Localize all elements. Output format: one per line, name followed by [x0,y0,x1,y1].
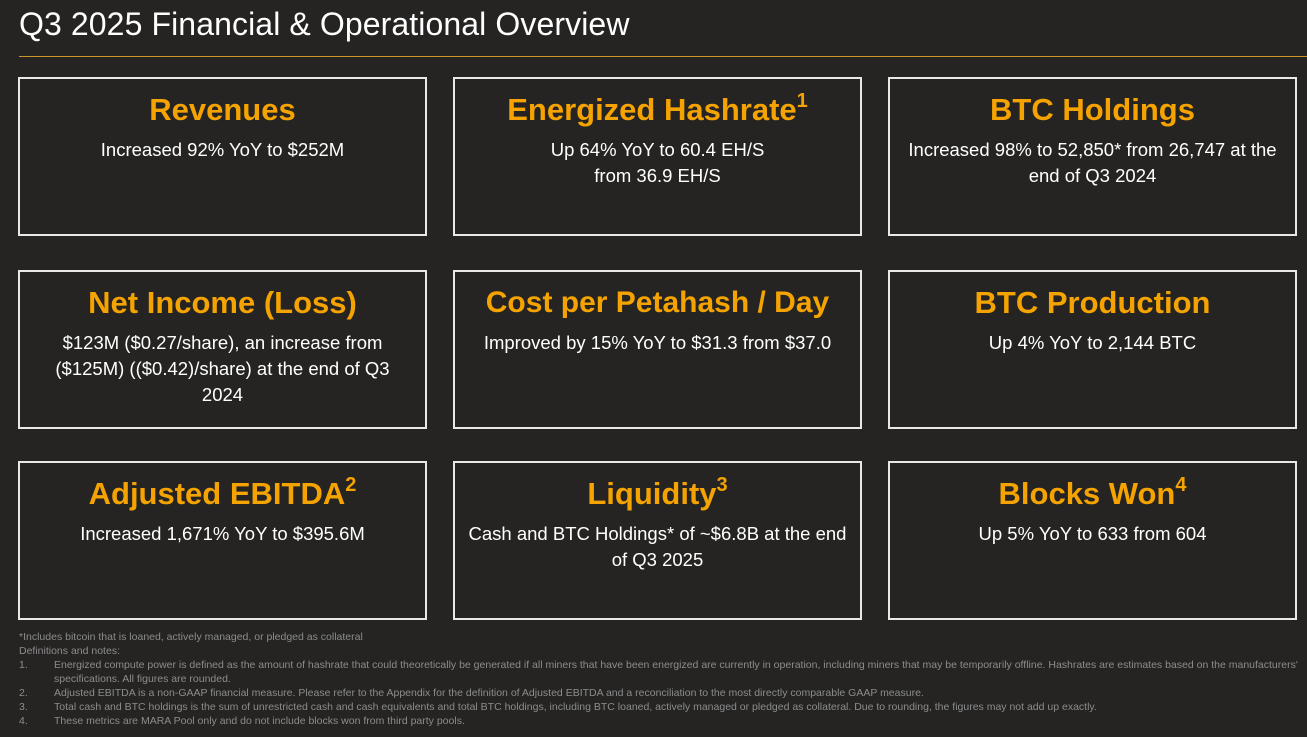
footnote-text: Total cash and BTC holdings is the sum o… [54,701,1097,713]
footnote-item: 1. Energized compute power is defined as… [19,658,1304,686]
card-title: Liquidity3 [455,473,860,512]
card-body: Up 4% YoY to 2,144 BTC [988,332,1197,353]
footnote-number: 2. [19,687,28,699]
card-title-text: Energized Hashrate [507,92,797,127]
title-divider [19,56,1307,57]
card-title-text: Net Income (Loss) [88,285,357,320]
card-cost-per-petahash: Cost per Petahash / Day Improved by 15% … [453,270,862,429]
card-title-text: BTC Holdings [990,92,1195,127]
card-body: Increased 98% to 52,850* from 26,747 at … [908,139,1277,186]
card-title-text: Adjusted EBITDA [88,476,346,511]
card-body: Up 5% YoY to 633 from 604 [978,523,1207,544]
footnote-marker: 1 [796,89,808,112]
card-btc-production: BTC Production Up 4% YoY to 2,144 BTC [888,270,1297,429]
footnote-number: 3. [19,701,28,713]
card-net-income: Net Income (Loss) $123M ($0.27/share), a… [18,270,427,429]
card-energized-hashrate: Energized Hashrate1 Up 64% YoY to 60.4 E… [453,77,862,236]
notes-heading: Definitions and notes: [19,645,120,657]
footnote-marker: 4 [1175,473,1187,496]
card-title-text: Revenues [149,92,296,127]
footnote-number: 4. [19,715,28,727]
footnote-marker: 2 [345,473,357,496]
card-title: Cost per Petahash / Day [455,285,860,321]
card-body: Improved by 15% YoY to $31.3 from $37.0 [483,332,832,353]
footnote-marker: 3 [716,473,728,496]
footnote-text: These metrics are MARA Pool only and do … [54,715,465,727]
card-blocks-won: Blocks Won4 Up 5% YoY to 633 from 604 [888,461,1297,620]
card-adjusted-ebitda: Adjusted EBITDA2 Increased 1,671% YoY to… [18,461,427,620]
card-title-text: BTC Production [974,285,1211,320]
footnotes: *Includes bitcoin that is loaned, active… [19,630,1304,728]
card-liquidity: Liquidity3 Cash and BTC Holdings* of ~$6… [453,461,862,620]
footnote-text: Energized compute power is defined as th… [54,659,1298,685]
card-title: BTC Holdings [890,92,1295,128]
footnote-text: Adjusted EBITDA is a non-GAAP financial … [54,687,924,699]
card-title-text: Cost per Petahash / Day [485,286,830,319]
card-title-text: Blocks Won [998,476,1176,511]
card-body: Up 64% YoY to 60.4 EH/S from 36.9 EH/S [550,139,765,186]
card-title-text: Liquidity [587,476,717,511]
footnote-item: 2. Adjusted EBITDA is a non-GAAP financi… [19,686,1304,700]
footnote-item: 3. Total cash and BTC holdings is the su… [19,700,1304,714]
card-body: $123M ($0.27/share), an increase from ($… [55,332,390,405]
page-title: Q3 2025 Financial & Operational Overview [19,6,630,42]
card-title: Adjusted EBITDA2 [20,473,425,512]
card-title: Net Income (Loss) [20,285,425,321]
card-body: Increased 1,671% YoY to $395.6M [80,523,365,544]
card-body: Cash and BTC Holdings* of ~$6.8B at the … [468,523,847,570]
footnote-item: 4. These metrics are MARA Pool only and … [19,714,1304,728]
footnote-number: 1. [19,659,28,671]
card-title: Blocks Won4 [890,473,1295,512]
card-title: Revenues [20,92,425,128]
asterisk-note: *Includes bitcoin that is loaned, active… [19,631,363,643]
card-revenues: Revenues Increased 92% YoY to $252M [18,77,427,236]
card-title: BTC Production [890,285,1295,321]
card-body: Increased 92% YoY to $252M [100,139,345,160]
card-btc-holdings: BTC Holdings Increased 98% to 52,850* fr… [888,77,1297,236]
card-title: Energized Hashrate1 [455,89,860,128]
